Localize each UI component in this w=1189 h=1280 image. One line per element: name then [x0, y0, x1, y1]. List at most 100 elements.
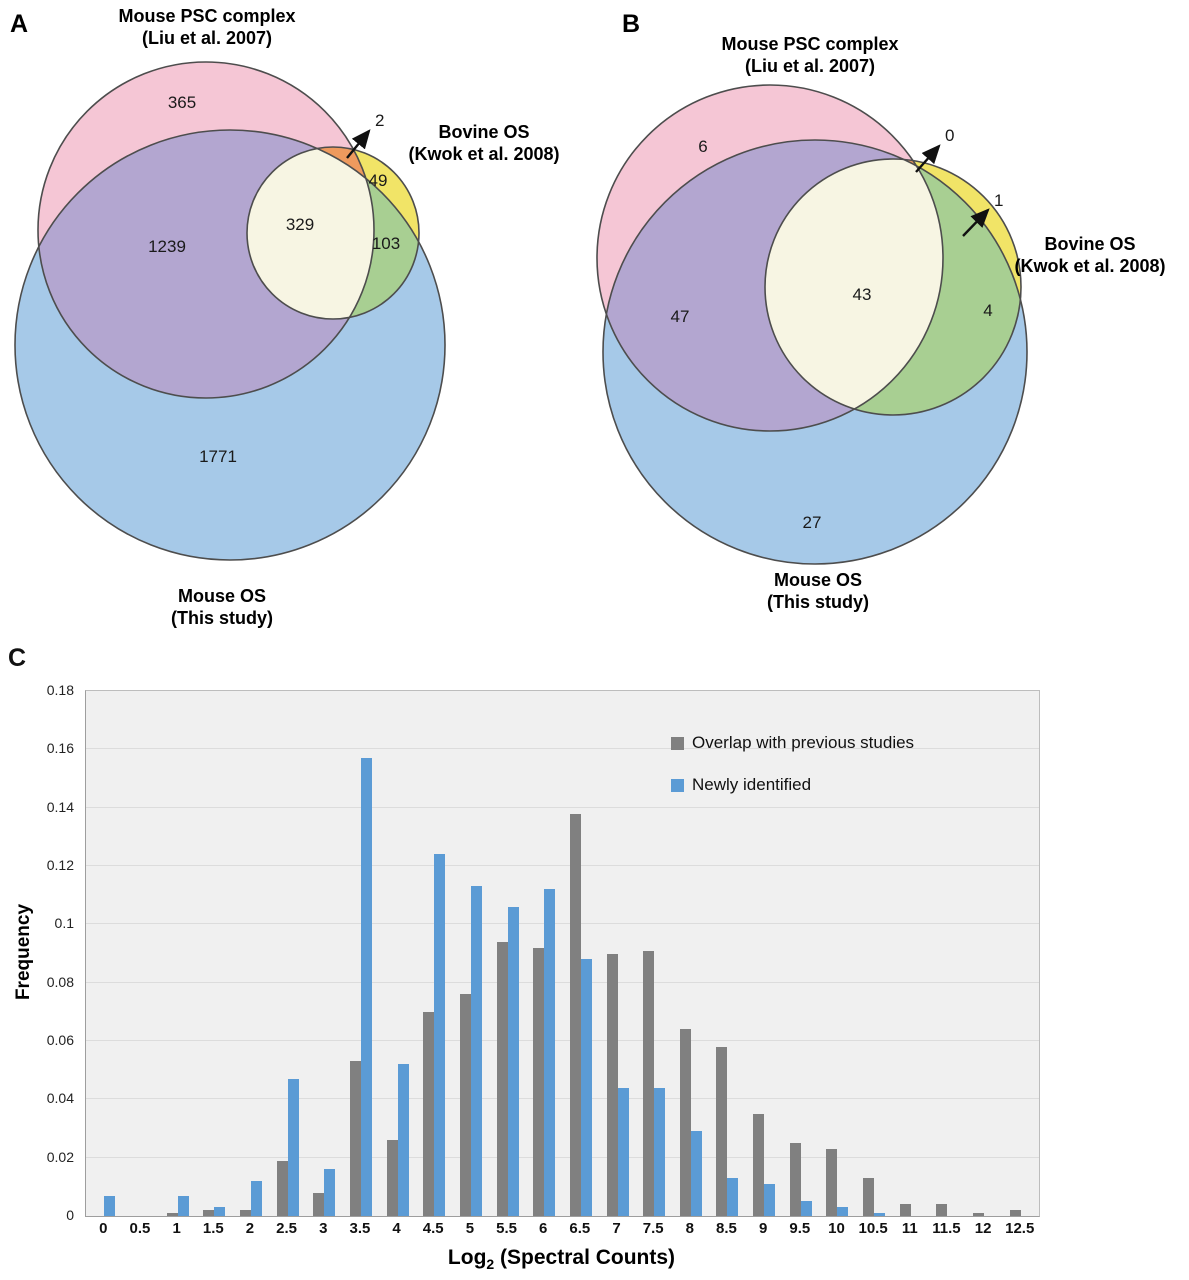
x-tick-label: 5: [465, 1220, 475, 1237]
x-tick-label: 12.5: [1005, 1220, 1035, 1237]
bar-overlap: [936, 1204, 948, 1216]
x-tick-label: 1.5: [202, 1220, 224, 1237]
x-tick-label: 3: [319, 1220, 328, 1237]
x-tick-label: 0.5: [129, 1220, 151, 1237]
venn-b-annotation-arrow-zero: [915, 144, 941, 173]
bar-newly: [360, 758, 372, 1216]
gridline: [86, 1156, 1039, 1158]
venn-b-bovine-title-line1: Bovine OS: [1044, 234, 1135, 254]
bar-newly: [654, 1087, 666, 1216]
y-tick-label: 0.1: [54, 915, 74, 932]
panel-b-letter: B: [622, 10, 640, 38]
venn-b-mouseos-title-line1: Mouse OS: [774, 570, 862, 590]
x-tick-label: 7.5: [642, 1220, 664, 1237]
x-axis-title: Log2 (Spectral Counts): [85, 1246, 1038, 1272]
panel-c: C Frequency 0 0.02 0.04 0.06 0.08 0.1 0.12 0.14…: [0, 640, 1189, 1280]
bar-group: [929, 691, 966, 1216]
x-tick-label: 10.5: [858, 1220, 888, 1237]
bar-group: [819, 691, 856, 1216]
bar-newly: [544, 889, 556, 1216]
x-axis-title-rest: (Spectral Counts): [494, 1246, 676, 1269]
venn-b-bovine-outline: [764, 158, 1022, 416]
bar-newly: [764, 1183, 776, 1216]
bar-newly: [434, 854, 446, 1216]
bar-overlap: [826, 1148, 838, 1216]
bar-group: [453, 691, 490, 1216]
bar-group: [269, 691, 306, 1216]
venn-panels: A Mouse PSC complex (Liu et al. 2007) Bo…: [10, 6, 1166, 628]
y-tick-label: 0.18: [46, 682, 74, 698]
venn-b-annotation-arrow-one: [962, 208, 990, 237]
bar-newly: [690, 1131, 702, 1216]
x-tick-label: 2: [245, 1220, 255, 1237]
bar-overlap: [643, 950, 655, 1216]
bar-overlap: [789, 1143, 801, 1216]
bar-newly: [837, 1207, 849, 1216]
bar-group: [379, 691, 416, 1216]
venn-a-psc-title-line2: (Liu et al. 2007): [142, 28, 272, 48]
bar-group: [233, 691, 270, 1216]
panel-a-letter: A: [10, 10, 28, 38]
legend: Overlap with previous studies Newly iden…: [671, 733, 914, 817]
x-tick-label: 5.5: [496, 1220, 517, 1237]
bar-newly: [287, 1078, 299, 1216]
panel-c-letter: C: [8, 644, 27, 672]
bar-group: [343, 691, 380, 1216]
bar-group: [526, 691, 563, 1216]
bar-group: [892, 691, 929, 1216]
y-tick-label: 0.08: [46, 973, 74, 990]
venn-a-count-bovine-mouseos: 103: [372, 234, 400, 253]
bar-newly: [214, 1207, 226, 1216]
bar-newly: [800, 1201, 812, 1216]
plot-area: Overlap with previous studies Newly iden…: [85, 690, 1040, 1217]
bar-group: [966, 691, 1003, 1216]
bar-overlap: [533, 947, 545, 1216]
venn-a-psc-title-line1: Mouse PSC complex: [118, 6, 295, 26]
y-tick-label: 0.06: [46, 1032, 74, 1049]
bar-group: [856, 691, 893, 1216]
venn-b-count-psc-only: 6: [698, 137, 707, 156]
venn-a-bovine-title-line2: (Kwok et al. 2008): [408, 144, 559, 164]
bar-overlap: [496, 941, 508, 1216]
venn-a-triple-overlap: [247, 147, 374, 319]
bar-group: [673, 691, 710, 1216]
bar-group: [489, 691, 526, 1216]
bar-group: [416, 691, 453, 1216]
x-tick-label: 4: [392, 1220, 401, 1237]
gridline: [86, 1040, 1039, 1041]
gridline: [86, 806, 1039, 808]
bars-container: [86, 691, 1039, 1216]
x-tick-label: 8.5: [716, 1220, 737, 1237]
venn-a-count-bovine-only: 49: [369, 171, 388, 190]
bar-group: [123, 691, 160, 1216]
bar-group: [306, 691, 343, 1216]
bar-group: [709, 691, 746, 1216]
venn-a-count-triple: 329: [286, 215, 314, 234]
x-tick-label: 11: [901, 1220, 918, 1237]
venn-b-count-bovine-mouseos: 4: [983, 301, 992, 320]
venn-a-bovine-title-line1: Bovine OS: [438, 122, 529, 142]
bar-group: [599, 691, 636, 1216]
venn-a-annotation-arrow: [346, 129, 371, 159]
legend-swatch-newly: [671, 778, 684, 792]
venn-b-psc-title-line2: (Liu et al. 2007): [745, 56, 875, 76]
bar-overlap: [276, 1160, 288, 1216]
x-tick-label: 2.5: [276, 1220, 298, 1237]
venn-b-count-psc-mouseos: 47: [671, 307, 690, 326]
y-axis-labels: 0 0.02 0.04 0.06 0.08 0.1 0.12 0.14 0.16 0.18: [0, 682, 78, 1223]
bar-overlap: [863, 1178, 875, 1216]
bar-overlap: [239, 1210, 251, 1216]
legend-swatch-overlap: [671, 736, 684, 750]
x-axis-labels: 0 0.5 1 1.5 2 2.5 3 3.5 4 4.5 5 5.5 6 6.5 7 7.5 8 8.5 9 9.5…: [85, 1220, 1038, 1237]
bar-newly: [397, 1064, 409, 1216]
venn-b-triple-overlap: [765, 159, 943, 415]
x-tick-label: 9: [758, 1220, 768, 1237]
bar-overlap: [899, 1204, 911, 1216]
venn-b-psc-title-line1: Mouse PSC complex: [721, 34, 898, 54]
venn-a-mouseos-title-line1: Mouse OS: [178, 586, 266, 606]
bar-newly: [104, 1195, 116, 1216]
venn-b-count-triple: 43: [853, 285, 872, 304]
venn-a-psc-outline: [37, 61, 375, 399]
gridline: [86, 981, 1039, 983]
